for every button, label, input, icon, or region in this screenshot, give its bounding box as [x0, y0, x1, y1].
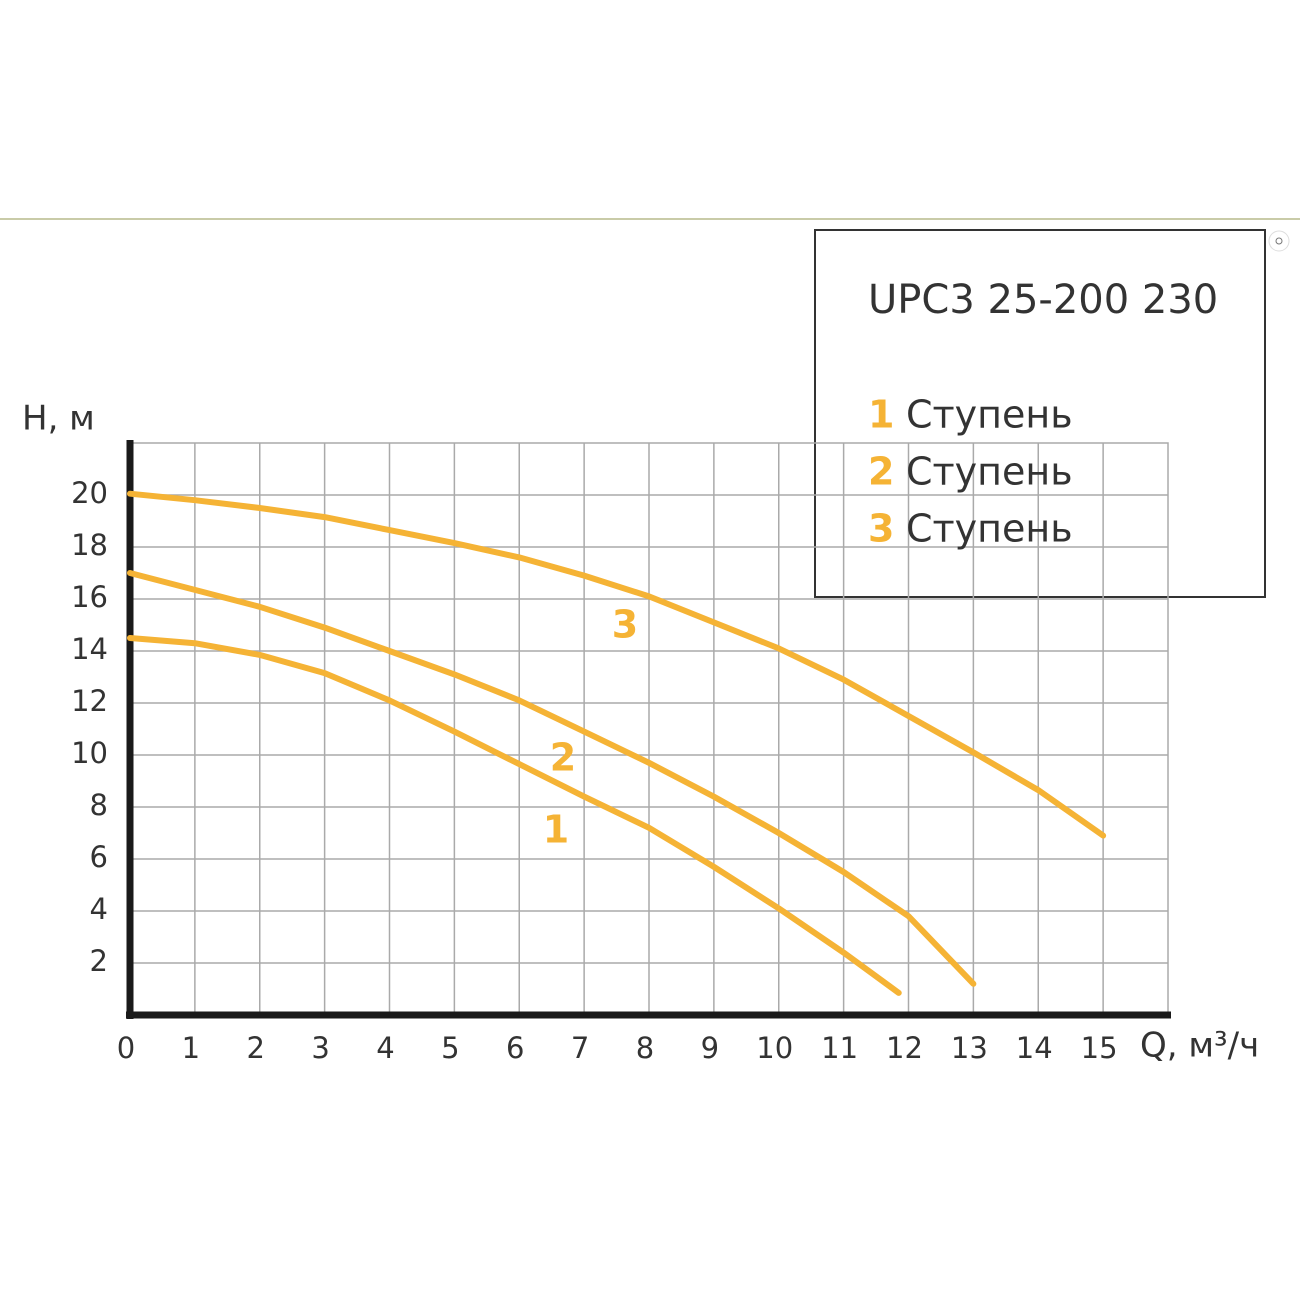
- legend-label: Ступень: [906, 450, 1073, 494]
- y-tick-label: 2: [90, 944, 108, 978]
- x-tick-label: 15: [1081, 1031, 1118, 1065]
- legend-label: Ступень: [906, 393, 1073, 437]
- x-axis-label: Q, м³/ч: [1140, 1026, 1259, 1066]
- curve: [127, 490, 1107, 839]
- curve: [127, 570, 977, 987]
- legend-label: Ступень: [906, 507, 1073, 551]
- x-tick-label: 0: [117, 1031, 135, 1065]
- x-tick-label: 13: [951, 1031, 988, 1065]
- legend-number: 1: [868, 393, 894, 437]
- y-tick-label: 6: [90, 840, 108, 874]
- x-tick-label: 8: [636, 1031, 654, 1065]
- x-tick-label: 2: [247, 1031, 265, 1065]
- x-tick-label: 9: [701, 1031, 719, 1065]
- x-tick-label: 14: [1016, 1031, 1053, 1065]
- legend-number: 2: [868, 450, 894, 494]
- curve: [127, 635, 902, 996]
- y-tick-label: 18: [71, 528, 108, 562]
- y-tick-label: 20: [71, 476, 108, 510]
- x-tick-label: 4: [376, 1031, 394, 1065]
- y-tick-label: 16: [71, 580, 108, 614]
- x-tick-label: 11: [821, 1031, 858, 1065]
- legend-number: 3: [868, 507, 894, 551]
- x-tick-label: 1: [182, 1031, 200, 1065]
- x-tick-label: 10: [756, 1031, 793, 1065]
- y-tick-label: 8: [90, 788, 108, 822]
- x-tick-label: 12: [886, 1031, 923, 1065]
- curve-label: 3: [612, 603, 638, 647]
- y-tick-label: 12: [71, 684, 108, 718]
- corner-icon: [1268, 230, 1290, 252]
- curve-label: 1: [543, 808, 569, 852]
- legend-title: UPC3 25-200 230: [868, 277, 1218, 323]
- y-tick-label: 10: [71, 736, 108, 770]
- x-tick-label: 5: [441, 1031, 459, 1065]
- x-tick-label: 7: [571, 1031, 589, 1065]
- curve-label: 2: [550, 736, 576, 780]
- y-tick-label: 4: [90, 892, 108, 926]
- y-axis-label: H, м: [22, 399, 95, 439]
- x-tick-label: 3: [311, 1031, 329, 1065]
- x-tick-label: 6: [506, 1031, 524, 1065]
- y-tick-label: 14: [71, 632, 108, 666]
- legend-box: [814, 229, 1266, 598]
